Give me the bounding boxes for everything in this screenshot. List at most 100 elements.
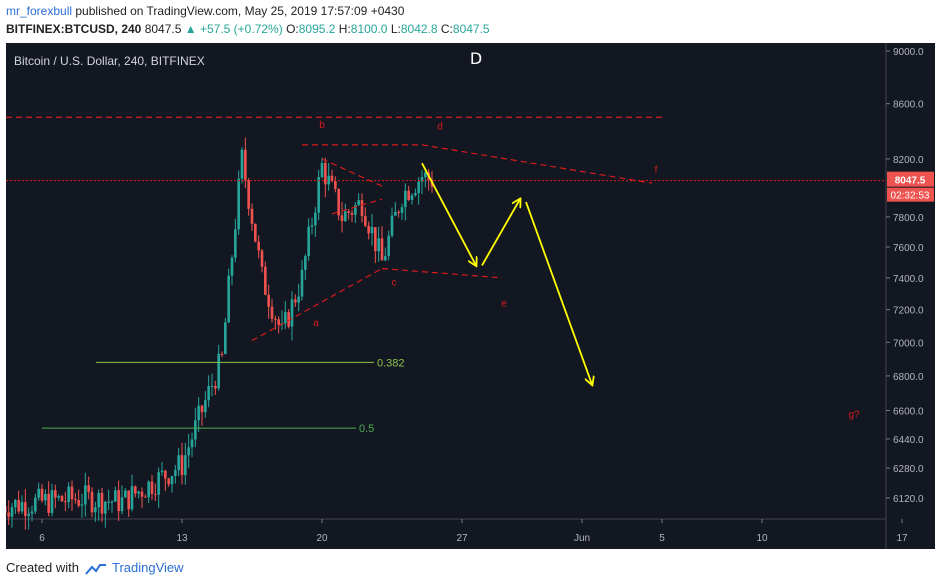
author-link[interactable]: mr_forexbull — [6, 4, 73, 18]
candle-body — [14, 499, 17, 508]
candle-body — [70, 486, 74, 500]
candle-body — [57, 495, 60, 498]
wave-label: f — [655, 165, 658, 176]
candle-body — [414, 193, 417, 196]
candle-body — [137, 491, 140, 494]
price-chart[interactable]: 9000.0 8600.0 8200.0 7800.0 7600.0 7400.0 7200… — [0, 43, 935, 549]
x-tick-label: 5 — [659, 533, 665, 544]
pattern-trend-line — [381, 267, 503, 279]
wave-label: e — [501, 298, 507, 309]
candle-body — [124, 490, 127, 498]
chart-area[interactable]: 9000.0 8600.0 8200.0 7800.0 7600.0 7400.0 7200… — [0, 43, 935, 549]
projection-arrow — [525, 201, 592, 384]
candle-body — [147, 481, 150, 498]
candle-body — [247, 180, 250, 209]
candle-body — [174, 470, 177, 477]
candle-body — [127, 490, 130, 510]
candle-body — [410, 195, 414, 200]
projection-arrow — [481, 199, 520, 266]
candle-body — [277, 319, 280, 325]
candle-body — [110, 501, 114, 503]
candle-body — [30, 511, 34, 514]
candle-body — [350, 212, 354, 215]
candle-body — [214, 385, 217, 389]
footer: Created with TradingView — [6, 560, 184, 576]
candle-body — [324, 162, 327, 185]
candle-body — [24, 502, 27, 516]
candle-body — [334, 181, 337, 189]
candle-body — [364, 216, 367, 226]
tradingview-brand[interactable]: TradingView — [112, 560, 184, 575]
wave-label: g? — [848, 410, 860, 421]
price-badge — [887, 171, 934, 187]
candle-body — [424, 172, 427, 178]
fib-level-label: 0.382 — [377, 357, 405, 369]
candle-body — [420, 177, 424, 182]
candle-body — [300, 269, 304, 297]
candle-body — [347, 211, 350, 213]
candle-body — [370, 227, 374, 234]
tradingview-logo-icon — [84, 563, 106, 575]
x-tick-label: 10 — [756, 533, 768, 544]
wave-label: d — [437, 122, 443, 133]
candle-body — [274, 318, 277, 320]
candle-body — [100, 492, 104, 514]
last-price: 8047.5 — [144, 22, 182, 36]
candle-body — [290, 299, 294, 327]
candle-body — [150, 481, 154, 494]
fib-level-label: 0.5 — [359, 423, 374, 435]
high-value: 8100.0 — [350, 22, 388, 36]
close-value: 8047.5 — [452, 22, 490, 36]
candle-body — [37, 488, 40, 498]
candle-body — [294, 299, 297, 303]
candle-body — [257, 241, 260, 251]
created-with-text: Created with — [6, 560, 79, 575]
candle-body — [217, 353, 220, 389]
candle-body — [120, 497, 124, 512]
candle-body — [114, 490, 117, 502]
countdown-label: 02:32:53 — [891, 191, 930, 202]
candle-body — [170, 476, 174, 485]
candle-body — [404, 190, 407, 208]
candle-body — [160, 470, 164, 473]
candle-body — [4, 505, 7, 513]
candle-body — [380, 238, 384, 261]
candle-body — [204, 400, 207, 413]
candle-body — [74, 499, 77, 501]
candle-body — [190, 439, 194, 448]
y-tick-label: 6440.0 — [893, 435, 924, 446]
pattern-trend-line — [421, 144, 653, 184]
change-arrow-icon: ▲ — [184, 22, 197, 36]
candle-body — [94, 507, 97, 513]
candle-body — [180, 455, 184, 476]
candle-body — [390, 215, 394, 236]
candle-body — [140, 491, 144, 497]
y-tick-label: 7600.0 — [893, 243, 924, 254]
x-tick-label: 17 — [896, 533, 908, 544]
x-tick-label: 20 — [316, 533, 328, 544]
candle-body — [87, 485, 90, 492]
candle-body — [327, 175, 330, 185]
candle-body — [367, 225, 370, 234]
y-tick-label: 8600.0 — [893, 100, 924, 111]
y-tick-label: 7000.0 — [893, 338, 924, 349]
candle-body — [230, 257, 234, 276]
candle-body — [304, 256, 307, 270]
candle-body — [234, 229, 237, 258]
pattern-trend-line — [331, 198, 383, 215]
wave-label: b — [319, 120, 325, 131]
candle-body — [267, 294, 270, 307]
candle-body — [357, 200, 360, 206]
candle-body — [97, 492, 100, 508]
x-tick-label: Jun — [574, 533, 590, 544]
candle-body — [134, 486, 137, 494]
countdown-badge — [887, 187, 934, 202]
open-value: 8095.2 — [298, 22, 336, 36]
candle-body — [187, 447, 190, 456]
y-tick-label: 6600.0 — [893, 406, 924, 417]
wave-label: a — [313, 318, 319, 329]
candle-body — [50, 490, 54, 513]
candle-body — [167, 478, 170, 485]
candle-body — [337, 188, 340, 216]
y-tick-label: 9000.0 — [893, 47, 924, 58]
